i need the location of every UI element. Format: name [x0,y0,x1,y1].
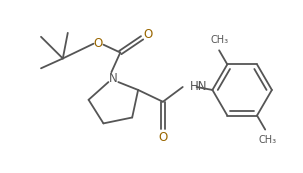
Text: CH₃: CH₃ [210,35,228,45]
Text: O: O [143,28,153,41]
Text: O: O [94,37,103,50]
Text: N: N [109,72,118,85]
Text: O: O [158,131,168,144]
Text: HN: HN [190,80,207,93]
Text: CH₃: CH₃ [258,135,276,145]
